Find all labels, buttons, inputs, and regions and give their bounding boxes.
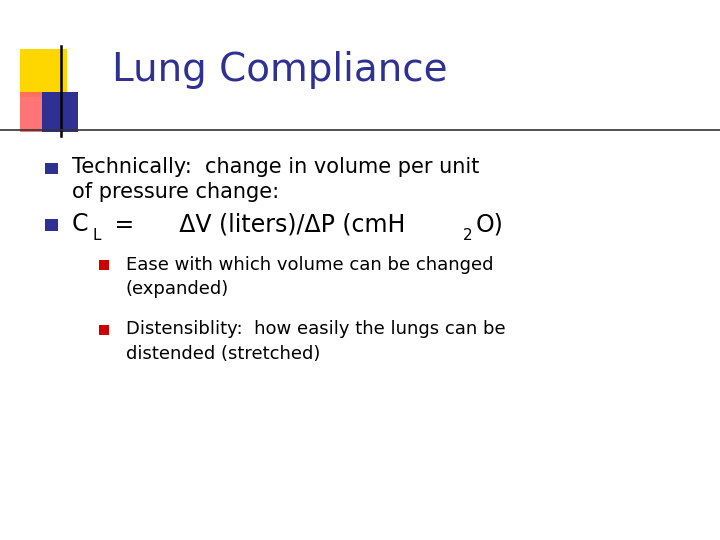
- Text: 2: 2: [463, 228, 472, 244]
- FancyBboxPatch shape: [20, 92, 56, 132]
- Text: of pressure change:: of pressure change:: [72, 181, 279, 202]
- Text: Distensiblity:  how easily the lungs can be: Distensiblity: how easily the lungs can …: [126, 320, 505, 339]
- Text: Technically:  change in volume per unit: Technically: change in volume per unit: [72, 157, 480, 178]
- FancyBboxPatch shape: [99, 260, 109, 270]
- Text: Lung Compliance: Lung Compliance: [112, 51, 447, 89]
- Text: distended (stretched): distended (stretched): [126, 345, 320, 363]
- FancyBboxPatch shape: [42, 92, 78, 132]
- FancyBboxPatch shape: [45, 163, 58, 174]
- Text: L: L: [92, 228, 101, 244]
- Text: (expanded): (expanded): [126, 280, 229, 298]
- FancyBboxPatch shape: [99, 325, 109, 335]
- FancyBboxPatch shape: [45, 219, 58, 231]
- Text: O): O): [476, 212, 504, 236]
- Text: =      ΔV (liters)/ΔP (cmH: = ΔV (liters)/ΔP (cmH: [107, 212, 405, 236]
- Text: C: C: [72, 212, 89, 236]
- FancyBboxPatch shape: [20, 49, 67, 97]
- Text: Ease with which volume can be changed: Ease with which volume can be changed: [126, 255, 493, 274]
